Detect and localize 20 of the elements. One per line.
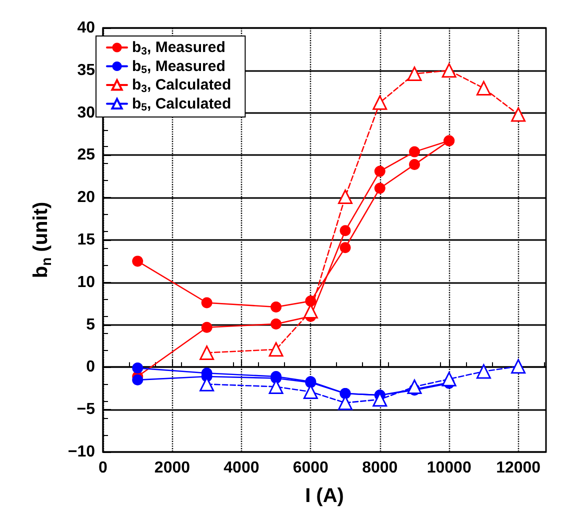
x-axis-title: I (A) xyxy=(305,485,344,507)
y-tick-label: 25 xyxy=(77,146,96,164)
x-tick-label: 6000 xyxy=(292,460,329,476)
y-tick-label: 5 xyxy=(86,316,96,334)
x-tick-label: 4000 xyxy=(224,460,260,476)
y-tick-label: 40 xyxy=(77,20,96,36)
y-tick-label: 30 xyxy=(77,104,96,122)
x-tick-label: 8000 xyxy=(362,460,398,476)
x-tick-label: 12000 xyxy=(496,460,541,476)
y-tick-label: −5 xyxy=(76,401,96,418)
y-tick-label: 15 xyxy=(77,232,96,248)
y-axis-title: bn (unit) xyxy=(30,202,54,278)
y-tick-label: 10 xyxy=(77,274,96,291)
x-tick-label: 0 xyxy=(98,460,108,476)
y-tick-label: 0 xyxy=(86,358,96,376)
y-tick-label: 35 xyxy=(77,62,96,79)
x-tick-label: 2000 xyxy=(154,460,190,476)
y-tick-label: 20 xyxy=(77,189,96,206)
y-tick-label: −10 xyxy=(68,444,96,460)
x-tick-label: 10000 xyxy=(426,460,472,476)
